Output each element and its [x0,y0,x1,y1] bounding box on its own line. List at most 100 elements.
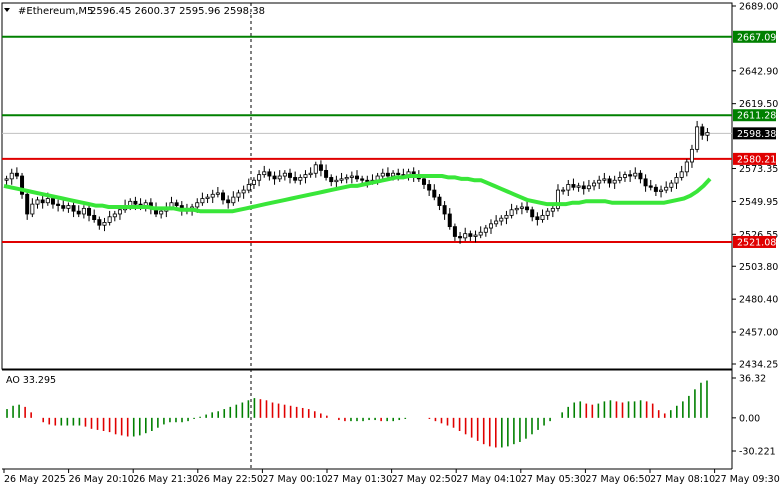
price-tick-label: 2619.50 [739,99,778,110]
level-tag [733,235,776,248]
candle-body [586,185,591,190]
price-tick-label: 2526.55 [739,230,778,241]
candle-body [354,175,359,180]
candle-body [561,189,566,192]
candle-body [231,196,236,204]
price-tick-label: 2549.95 [739,197,778,208]
time-tick-label: 26 May 22:50 [198,474,263,485]
candle-body [251,179,256,185]
candle-body [427,184,432,191]
time-tick-label: 27 May 04:10 [456,474,521,485]
candle-body [571,184,576,188]
candle-body [133,200,138,205]
candle-body [324,170,329,178]
level-tag-label: 2521.08 [737,237,776,248]
candle-body [272,175,277,180]
candle-body [200,198,205,204]
candle-body [262,171,267,176]
candle-body [617,177,622,181]
level-tag-label: 2667.09 [737,32,776,43]
candle-body [66,205,71,209]
time-tick-label: 27 May 09:30 [715,474,780,485]
candle-body [81,207,86,215]
candle-body [117,209,122,215]
candle-body [638,172,643,180]
candle-body [236,192,241,198]
candle-body [298,177,303,181]
candle-body [4,178,9,181]
candle-body [602,178,607,181]
candle-body [174,202,179,206]
candle-body [159,210,164,215]
time-tick-label: 26 May 20:10 [69,474,134,485]
candle-body [684,161,689,173]
candle-body [303,174,308,178]
candle-body [205,196,210,199]
ao-axis-ticks: 36.32 0.00 -30.221 [731,371,776,469]
candle-body [61,205,66,209]
candle-body [442,205,447,215]
ohlc-readout: 2596.45 2600.37 2595.96 2598.38 [90,6,265,17]
price-axis-ticks: 2689.00 2642.90 2619.50 2573.35 2549.95 2526.… [732,2,778,371]
candle-body [612,179,617,184]
candle-body [689,148,694,163]
candle-body [519,206,524,209]
moving-average-line [3,174,712,214]
candle-body [391,172,396,177]
candle-body [241,189,246,194]
candle-body [97,219,102,226]
time-tick-label: 26 May 2025 [4,474,66,485]
level-tag-label: 2580.21 [737,154,776,165]
candle-body [488,223,493,229]
candle-body [535,216,540,221]
candle-body [9,172,14,180]
level-tag [733,109,776,122]
candle-body [452,226,457,237]
ao-tick-label: 36.32 [739,374,766,385]
candle-body [195,202,200,208]
candle-body [293,177,298,181]
candle-body [432,189,437,198]
time-tick-label: 27 May 01:30 [327,474,392,485]
candle-body [458,236,463,239]
time-axis-ticks: 26 May 2025 26 May 20:10 26 May 21:30 26 Ma… [3,469,780,485]
candle-body [45,198,50,204]
current-price-label: 2598.38 [737,129,776,140]
candle-body [226,199,231,204]
candle-body [112,213,117,218]
candle-body [107,216,112,223]
time-tick-label: 27 May 06:50 [585,474,650,485]
candle-body [633,172,638,177]
level-tag [733,152,776,165]
candle-body [20,175,25,195]
candle-body [674,177,679,184]
candle-body [76,210,81,215]
level-price-tags: 2667.09 2611.28 2580.21 2521.08 2598.38 [733,30,776,248]
candle-body [597,179,602,184]
candle-body [581,185,586,190]
candle-body [653,186,658,192]
candle-body [349,175,354,178]
current-price-tag [733,127,776,140]
candle-body [215,192,220,195]
candle-body [102,222,107,226]
price-tick-label: 2689.00 [739,2,778,13]
price-tick-label: 2642.90 [739,66,778,77]
candle-body [566,184,571,191]
candle-body [14,172,19,177]
level-tag-label: 2611.28 [737,111,776,122]
dropdown-triangle-icon[interactable] [4,8,10,12]
candle-body [128,200,133,206]
candle-body [92,214,97,221]
candle-body [592,182,597,187]
price-tick-label: 2457.00 [739,328,778,339]
horizontal-levels [2,35,732,243]
time-tick-label: 27 May 08:10 [650,474,715,485]
candle-body [504,214,509,219]
price-tick-label: 2503.80 [739,262,778,273]
ao-tick-label: -30.221 [739,447,776,458]
ao-histogram [6,380,708,448]
candle-body [509,209,514,216]
candle-body [267,171,272,177]
